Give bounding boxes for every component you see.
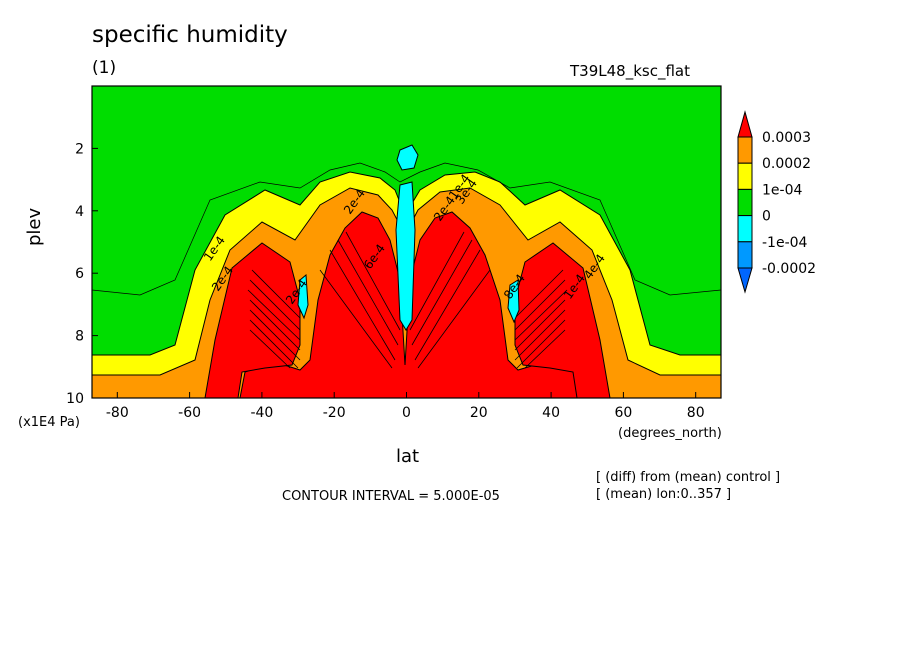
x-tick-label: 60 (614, 405, 632, 421)
x-tick-label: 0 (402, 405, 411, 421)
x-axis-label: lat (396, 446, 420, 467)
colorbar-label: 0 (762, 209, 771, 225)
contour-band-cyan-left (297, 273, 309, 320)
colorbar-swatch (737, 241, 753, 269)
chart-title: specific humidity (92, 22, 288, 48)
y-ticks: 2 4 6 8 10 (66, 141, 98, 407)
colorbar-label: 0.0003 (762, 130, 811, 146)
y-tick-label: 4 (75, 204, 84, 220)
colorbar-swatch (737, 188, 753, 217)
contour-band-cyan-top (396, 144, 419, 171)
x-tick-label: -80 (106, 405, 129, 421)
x-axis-unit: (degrees_north) (618, 426, 722, 441)
x-tick-label: 80 (687, 405, 705, 421)
colorbar-label: -0.0002 (762, 261, 816, 277)
y-tick-label: 2 (75, 141, 84, 157)
contour-band-red (92, 211, 581, 399)
note-diff: [ (diff) from (mean) control ] (596, 470, 781, 485)
x-tick-label: -40 (250, 405, 273, 421)
colorbar-label: -1e-04 (762, 235, 808, 251)
contour-line-outer (91, 162, 722, 296)
y-axis-unit: (x1E4 Pa) (18, 415, 80, 430)
y-tick-label: 8 (75, 329, 84, 345)
contour-band-cyan-right (507, 279, 520, 324)
colorbar-swatch (737, 215, 753, 243)
contour-band-red-right (514, 242, 611, 399)
contour-band-cyan-stem (395, 181, 416, 331)
contour-lines-dense (247, 231, 568, 369)
x-tick-label: -20 (323, 405, 346, 421)
run-label: T39L48_ksc_flat (570, 62, 690, 80)
colorbar-swatch (737, 162, 753, 190)
colorbar-label: 0.0002 (762, 156, 811, 172)
colorbar-top-arrow (737, 110, 753, 138)
colorbar-bottom-arrow (737, 267, 753, 294)
contour-band-red-left (204, 242, 301, 399)
note-mean: [ (mean) lon:0..357 ] (596, 487, 732, 502)
x-tick-label: -60 (178, 405, 201, 421)
colorbar-swatch (737, 136, 753, 164)
x-ticks: -80 -60 -40 -20 0 20 40 60 80 (106, 392, 705, 421)
chart-subtitle: (1) (92, 58, 117, 78)
colorbar: 0.0003 0.0002 1e-04 0 -1e-04 -0.0002 (737, 110, 816, 294)
colorbar-label: 1e-04 (762, 182, 802, 198)
y-tick-label: 10 (66, 391, 84, 407)
contour-interval-text: CONTOUR INTERVAL = 5.000E-05 (282, 489, 500, 504)
x-tick-label: 20 (470, 405, 488, 421)
y-tick-label: 6 (75, 266, 84, 282)
x-tick-label: 40 (542, 405, 560, 421)
